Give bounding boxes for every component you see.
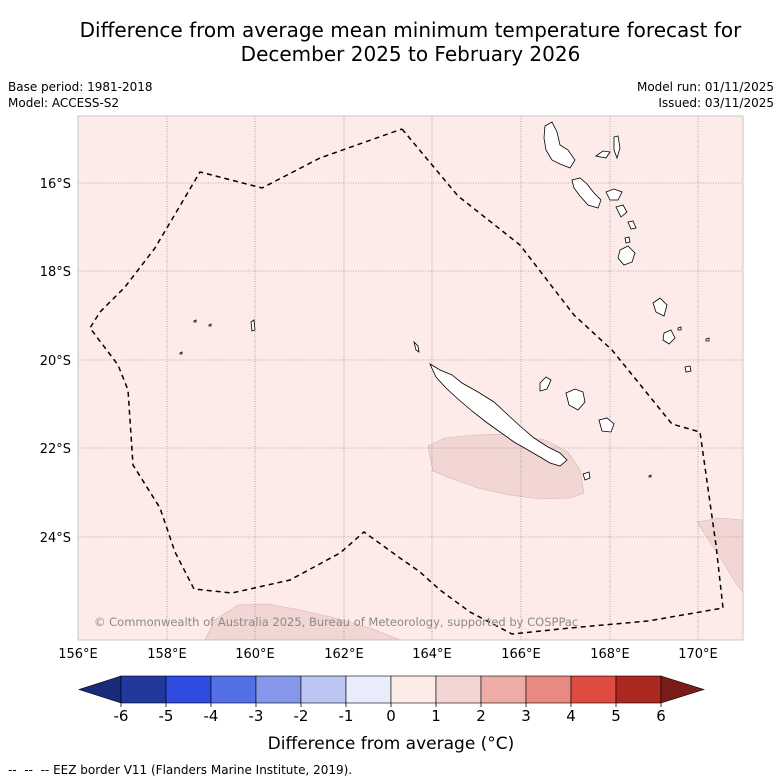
- longitude-label: 158°E: [147, 647, 187, 662]
- colorbar-segment: [120, 675, 167, 704]
- coast-belep-islands: [413, 340, 420, 353]
- colorbar-tick-label: 4: [566, 707, 576, 725]
- colorbar-tick-label: 3: [521, 707, 531, 725]
- colorbar-segment: [255, 675, 302, 704]
- colorbar-tick-label: -3: [249, 707, 264, 725]
- coast-small-islet-2: [624, 236, 631, 244]
- coast-espiritu-santo: [543, 121, 576, 169]
- footer-note: -- -- -- EEZ border V11 (Flanders Marine…: [8, 763, 352, 777]
- meta-right: Model run: 01/11/2025 Issued: 03/11/2025: [637, 79, 774, 111]
- base-period: Base period: 1981-2018: [8, 80, 153, 94]
- map-frame: [77, 115, 744, 641]
- coast-islet-west-4: [179, 351, 183, 355]
- longitude-label: 168°E: [590, 647, 630, 662]
- coast-islet-west-3: [208, 323, 212, 327]
- coast-ouvea: [539, 376, 552, 392]
- coast-island-east-1: [652, 297, 668, 317]
- map-background: [78, 116, 743, 640]
- colorbar-segment: [615, 675, 662, 704]
- coast-lifou: [565, 388, 586, 411]
- title-line-2: December 2025 to February 2026: [240, 42, 581, 66]
- coast-mare: [598, 417, 615, 433]
- colorbar-segment: [390, 675, 437, 704]
- colorbar-tick-label: -6: [114, 707, 129, 725]
- latitude-label: 18°S: [40, 265, 71, 280]
- latitude-labels: 16°S 18°S 20°S 22°S 24°S: [40, 177, 71, 546]
- eez-legend-text: EEZ border V11 (Flanders Marine Institut…: [53, 763, 353, 777]
- colorbar-segment: [345, 675, 392, 704]
- colorbar-segment: [300, 675, 347, 704]
- colorbar-segment: [525, 675, 572, 704]
- warm-anomaly-area-east: [696, 517, 743, 593]
- map-title: Difference from average mean minimum tem…: [0, 18, 781, 66]
- latitude-label: 24°S: [40, 531, 71, 546]
- title-line-1: Difference from average mean minimum tem…: [79, 18, 742, 42]
- colorbar-tick-label: 2: [476, 707, 486, 725]
- longitude-label: 156°E: [58, 647, 98, 662]
- colorbar-segment: [435, 675, 482, 704]
- coast-epi-area: [605, 188, 623, 201]
- model-run: Model run: 01/11/2025: [636, 80, 774, 94]
- colorbar-tick-label: -1: [339, 707, 354, 725]
- coast-island-east-3: [684, 365, 692, 373]
- coast-malakula: [571, 177, 602, 209]
- latitude-label: 16°S: [40, 177, 71, 192]
- eez-border: [89, 128, 724, 635]
- latitude-label: 20°S: [40, 354, 71, 369]
- coast-islet-east-6: [648, 474, 652, 478]
- meta-left: Base period: 1981-2018 Model: ACCESS-S2: [8, 79, 153, 111]
- coast-ambae: [595, 150, 611, 159]
- coast-islet-east-4: [677, 326, 682, 331]
- issued-date: Issued: 03/11/2025: [658, 96, 774, 110]
- coast-efate: [615, 204, 628, 218]
- coast-island-east-2: [662, 329, 676, 345]
- colorbar-segment: [570, 675, 617, 704]
- coast-isle-of-pines: [582, 471, 591, 481]
- model-name: Model: ACCESS-S2: [8, 96, 120, 110]
- colorbar-tick-label: 5: [611, 707, 621, 725]
- longitude-label: 166°E: [501, 647, 541, 662]
- colorbar-tick-label: 0: [386, 707, 396, 725]
- longitude-label: 160°E: [235, 647, 275, 662]
- warm-anomaly-area-south: [204, 603, 401, 640]
- longitude-label: 164°E: [412, 647, 452, 662]
- colorbar-tick-label: 6: [656, 707, 666, 725]
- coast-new-caledonia: [429, 362, 568, 467]
- longitude-labels: 156°E 158°E 160°E 162°E 164°E 166°E 168°E 170°E: [58, 647, 718, 662]
- eez-legend-symbol: -- -- --: [8, 763, 50, 777]
- colorbar-extend-low: [78, 675, 122, 704]
- colorbar-segment: [480, 675, 527, 704]
- colorbar-segment: [210, 675, 257, 704]
- coast-islet-east-5: [705, 337, 710, 342]
- coast-islet-west-1: [250, 319, 256, 332]
- colorbar-tick-label: -5: [159, 707, 174, 725]
- latitude-label: 22°S: [40, 442, 71, 457]
- longitude-label: 162°E: [324, 647, 364, 662]
- colorbar-tick-label: -4: [204, 707, 219, 725]
- colorbar-segment: [165, 675, 212, 704]
- coast-erromango: [617, 245, 636, 266]
- colorbar: -6 -5 -4 -3 -2 -1 0 1 2 3 4 5 6: [78, 675, 706, 725]
- colorbar-extend-high: [660, 675, 706, 704]
- coast-islet-west-2: [193, 319, 197, 323]
- copyright-notice: © Commonwealth of Australia 2025, Bureau…: [94, 615, 578, 629]
- colorbar-tick-label: -2: [294, 707, 309, 725]
- coastlines: [179, 121, 710, 481]
- coast-maewo: [613, 135, 621, 160]
- longitude-label: 170°E: [678, 647, 718, 662]
- coast-small-islet-1: [627, 220, 637, 230]
- gridlines: [78, 116, 743, 640]
- colorbar-tick-label: 1: [431, 707, 441, 725]
- colorbar-label: Difference from average (°C): [268, 734, 515, 754]
